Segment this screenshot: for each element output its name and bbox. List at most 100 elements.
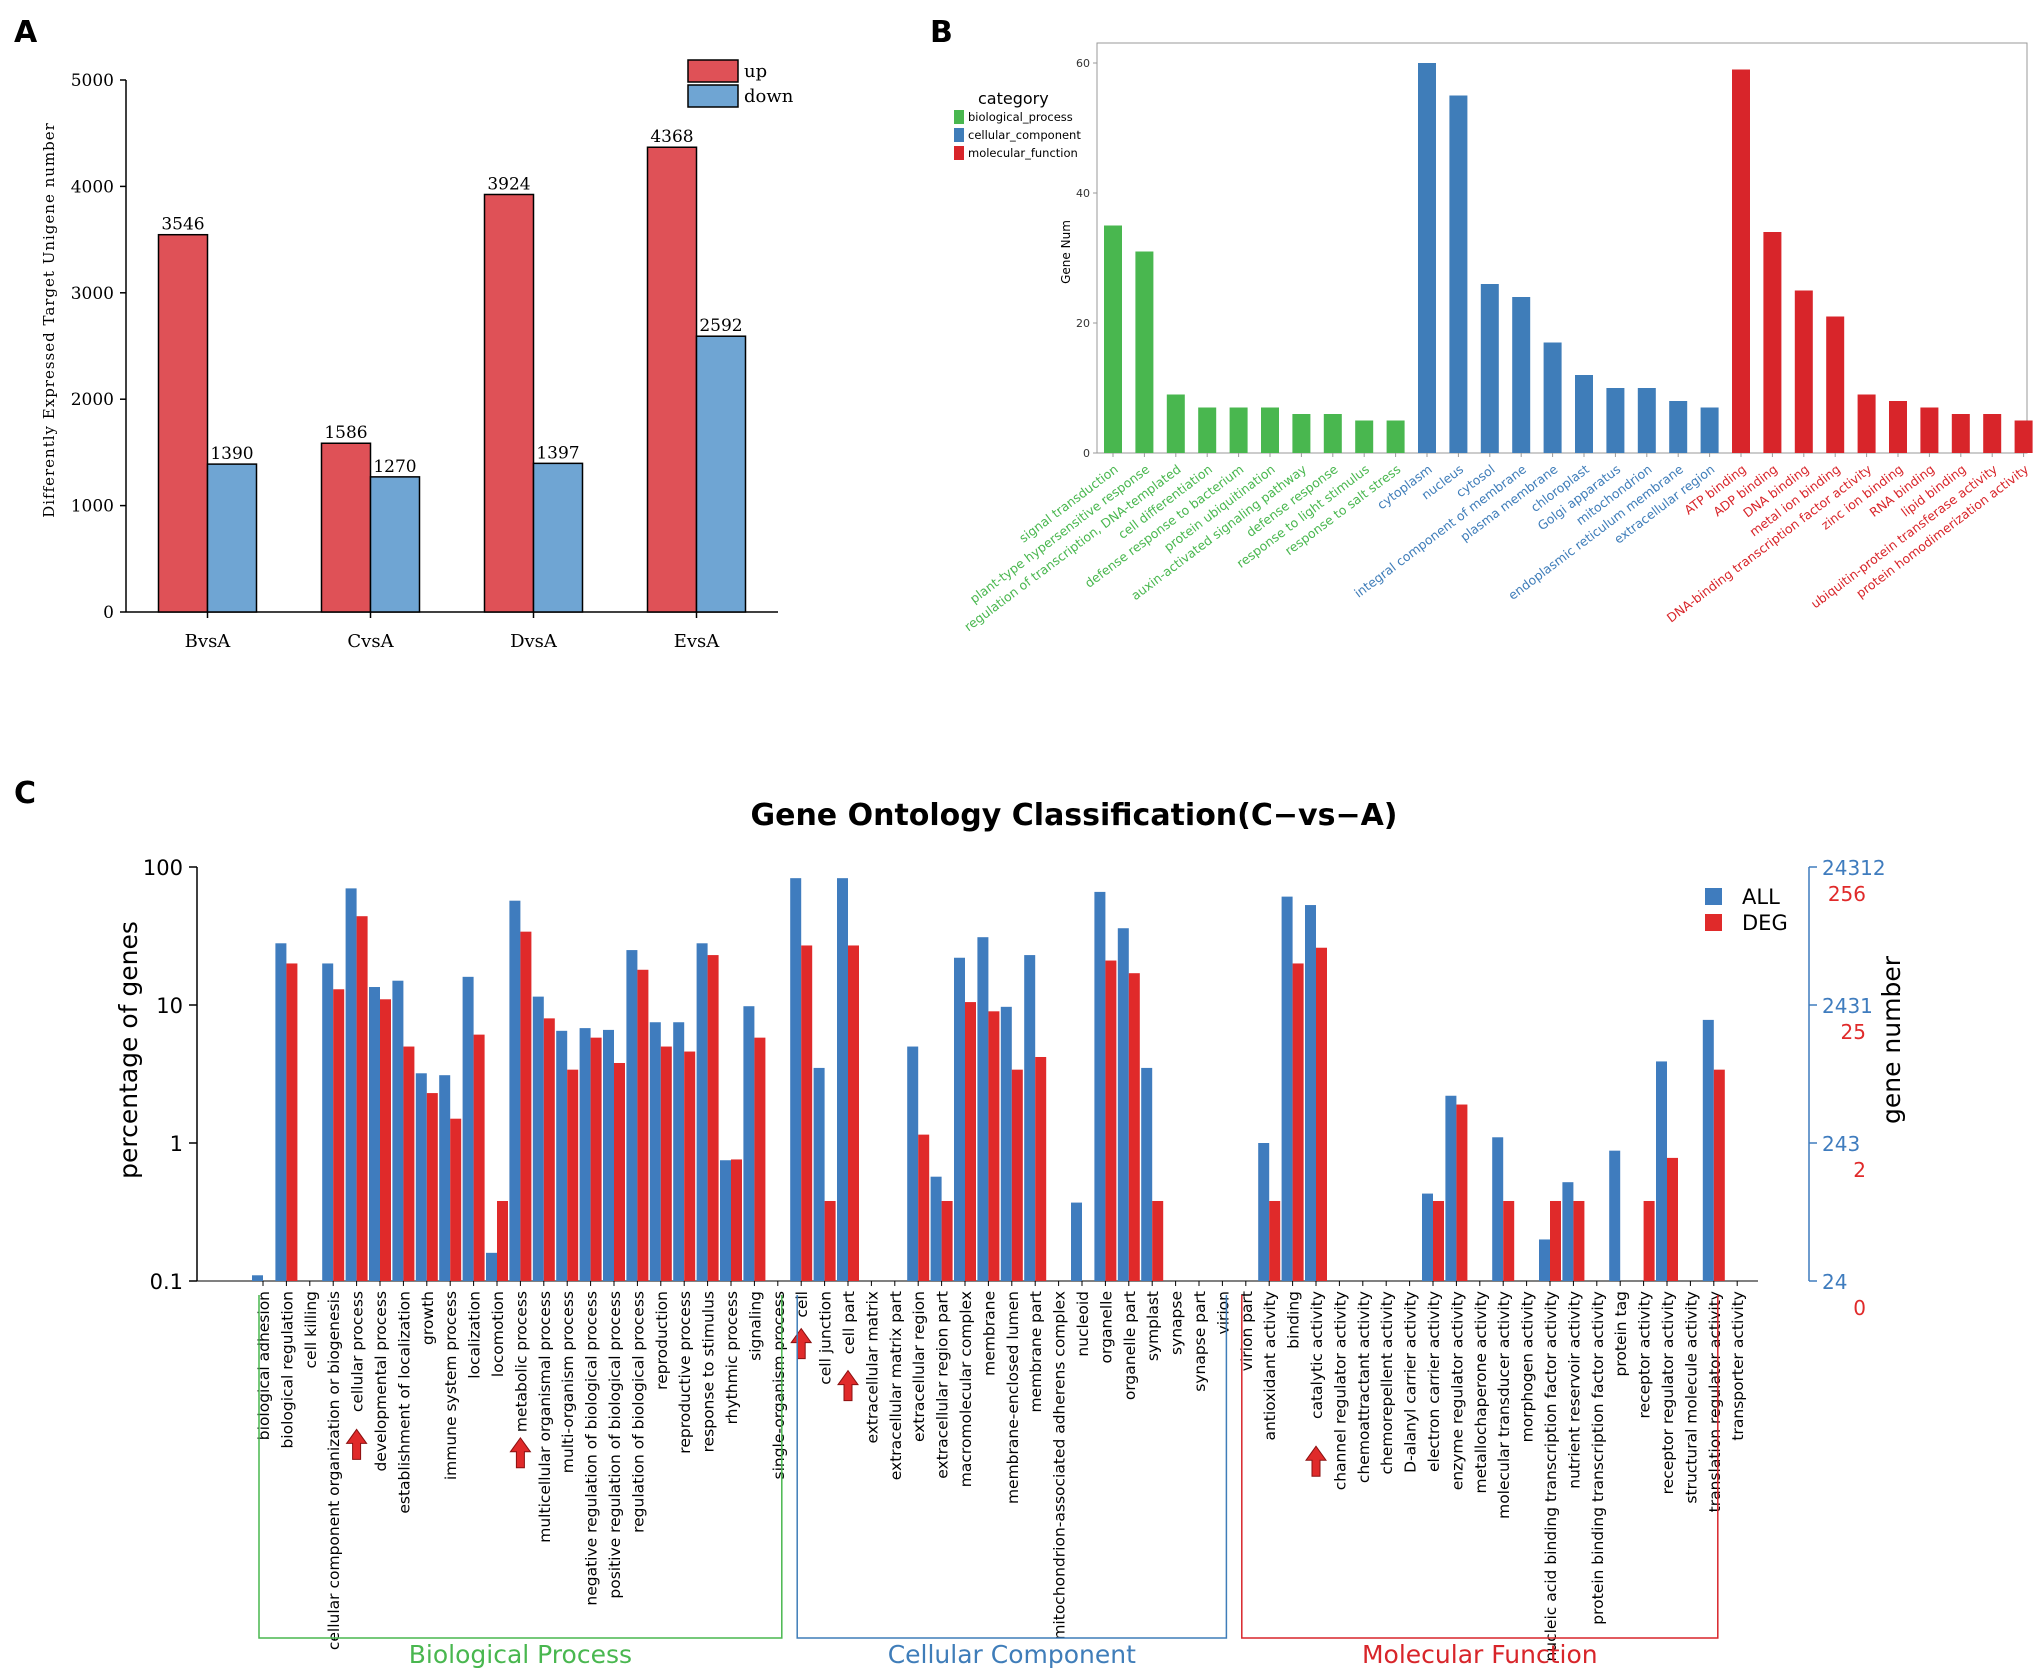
panel-c-x-tick-label: immune system process (442, 1291, 460, 1480)
panel-b-bar (1857, 394, 1876, 453)
panel-b-legend-label: cellular_component (968, 128, 1081, 142)
panel-b-bar (1700, 407, 1719, 453)
panel-a-x-tick-label: BvsA (185, 631, 232, 652)
panel-c-bar-all (603, 1029, 614, 1281)
panel-c-x-tick-label: membrane part (1027, 1291, 1045, 1413)
panel-c-bar-all (509, 900, 521, 1281)
panel-c-bar-deg (637, 969, 649, 1281)
panel-c-y2-deg-label: 0 (1853, 1296, 1866, 1320)
panel-a-data-label: 3924 (487, 174, 530, 194)
panel-c-x-tick-label: nucleoid (1074, 1291, 1092, 1357)
panel-c-bar-chart: Gene Ontology Classification(C−vs−A) per… (114, 798, 1906, 1669)
panel-c-legend-label-all: ALL (1742, 885, 1780, 909)
panel-a-data-label: 2592 (699, 316, 742, 336)
panel-c-bar-deg (380, 999, 391, 1281)
panel-c-x-tick-label: mitochondrion-associated adherens comple… (1051, 1291, 1069, 1640)
panel-c-bar-all (345, 888, 357, 1281)
panel-a-bar-down (206, 463, 258, 613)
panel-c-bar-deg (754, 1037, 766, 1281)
panel-c-bar-deg (333, 989, 345, 1281)
panel-a-legend-swatch-up (687, 59, 739, 83)
panel-c-bar-deg (1152, 1200, 1164, 1281)
panel-c-group-label: Biological Process (409, 1640, 632, 1669)
panel-b-bar (1292, 414, 1311, 453)
panel-c-group-label: Molecular Function (1362, 1640, 1598, 1669)
panel-c-bar-all (532, 996, 544, 1281)
panel-c-bar-all (1305, 905, 1316, 1281)
panel-c-bar-all (322, 963, 334, 1281)
panel-c-bar-all (556, 1030, 568, 1281)
panel-c-bar-deg (286, 963, 298, 1281)
panel-c-bar-deg (731, 1159, 742, 1281)
panel-b-bar (1669, 401, 1688, 453)
panel-c-bar-all (977, 937, 989, 1281)
panel-a-y-tick-label: 4000 (71, 177, 114, 197)
panel-c-y2-axis-label: gene number (1877, 955, 1906, 1124)
panel-c-group-bracket (1241, 1295, 1719, 1639)
panel-c-x-tick-label: electron carrier activity (1425, 1291, 1443, 1472)
panel-c-bar-deg (1550, 1200, 1561, 1281)
panel-c-x-tick-label: receptor activity (1636, 1291, 1654, 1418)
panel-c-bar-deg (1456, 1104, 1468, 1281)
panel-a-data-label: 1270 (373, 457, 416, 477)
panel-c-bar-all (1422, 1193, 1433, 1281)
panel-b-bar (1355, 420, 1374, 453)
panel-b-frame (1096, 42, 2028, 454)
panel-c-x-tick-label: protein tag (1612, 1291, 1630, 1376)
panel-c-x-tick-label: cell part (840, 1291, 858, 1354)
panel-b-legend-title: category (978, 89, 1049, 108)
panel-b-legend-swatch (954, 128, 964, 142)
panel-c-legend-swatch-all (1705, 888, 1722, 905)
panel-a-data-label: 4368 (650, 127, 693, 147)
panel-c-bar-all (579, 1028, 591, 1281)
panel-c-x-tick-label: macromolecular complex (957, 1291, 975, 1487)
panel-c-bar-deg (614, 1062, 625, 1281)
panel-a-bar-down (532, 462, 584, 613)
panel-c-bar-deg (590, 1037, 602, 1281)
panel-c-y-tick-label: 10 (156, 994, 183, 1018)
panel-c-y2-all-label: 243 (1822, 1132, 1860, 1156)
panel-a-bar-down (369, 476, 421, 613)
panel-c-bar-all (275, 943, 287, 1281)
panel-c-bar-deg (801, 945, 813, 1281)
panel-c-x-tick-label: cell killing (302, 1291, 320, 1368)
panel-c-bar-deg (543, 1018, 555, 1281)
panel-c-y2-all-label: 24 (1822, 1270, 1847, 1294)
panel-c-bar-all (649, 1022, 661, 1281)
panel-b-bar (1543, 342, 1562, 453)
panel-c-x-tick-label: cellular process (349, 1291, 367, 1412)
panel-b-legend: category biological_process cellular_compo… (954, 89, 1081, 160)
panel-c-bar-all (1539, 1239, 1550, 1281)
panel-c-bar-deg (848, 945, 859, 1281)
panel-c-bar-all (1258, 1143, 1270, 1281)
panel-c-x-tick-label: extracellular region (910, 1291, 928, 1442)
panel-b-bar (1889, 401, 1907, 453)
panel-b-bar (1575, 375, 1593, 453)
panel-c-bar-all (415, 1073, 427, 1281)
panel-c-x-tick-label: nucleic acid binding transcription facto… (1542, 1291, 1560, 1662)
panel-c-bar-deg (1269, 1200, 1281, 1281)
panel-c-x-tick-label: establishment of localization (395, 1291, 413, 1514)
panel-b-bar (1826, 316, 1845, 453)
panel-c-bar-deg (707, 955, 719, 1281)
panel-a-data-label: 1390 (210, 444, 253, 464)
panel-c-groups: Biological Process Cellular Component Mole… (258, 1295, 1719, 1669)
panel-c-bar-all (1609, 1150, 1621, 1281)
panel-c-x-tick-label: translation regulator activity (1706, 1291, 1724, 1512)
panel-c-bar-all (369, 987, 380, 1281)
panel-b-bar (1732, 69, 1750, 453)
panel-b-bar (1198, 407, 1217, 453)
panel-c-x-tick-label: catalytic activity (1308, 1291, 1326, 1419)
panel-b-y-tick-label: 0 (1083, 447, 1090, 460)
panel-b-legend-swatch (954, 146, 964, 160)
panel-b-y-tick-label: 40 (1076, 187, 1090, 200)
panel-c-highlight-arrow-icon (790, 1327, 813, 1360)
panel-c-x-tick-label: extracellular region part (934, 1291, 952, 1479)
panel-a-x-tick-label: EvsA (674, 631, 721, 652)
panel-c-bar-all (930, 1176, 942, 1281)
panel-c-x-tick-label: locomotion (489, 1291, 507, 1377)
panel-c-bar-all (790, 878, 802, 1281)
panel-c-bar-all (1281, 896, 1293, 1281)
panel-c-bar-all (907, 1046, 919, 1281)
panel-b-bar (2014, 420, 2033, 453)
